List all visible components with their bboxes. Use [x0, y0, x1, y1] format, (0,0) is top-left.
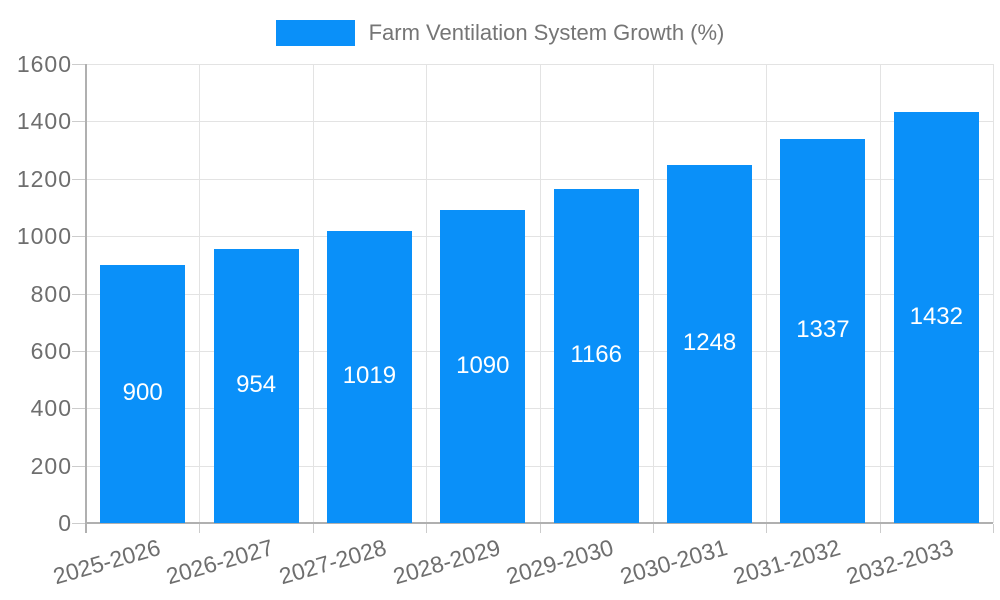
chart-legend: Farm Ventilation System Growth (%)	[0, 20, 1000, 46]
x-tick-label: 2027-2028	[276, 534, 390, 590]
y-tick	[72, 465, 86, 467]
bar-2029-2030[interactable]	[553, 188, 639, 523]
bar-2027-2028[interactable]	[326, 230, 412, 523]
x-tick	[539, 524, 541, 533]
x-tick-label: 2025-2026	[49, 534, 163, 590]
bar-value-label: 1432	[909, 302, 963, 330]
x-tick	[312, 524, 314, 533]
y-tick	[72, 121, 86, 123]
x-tick-label: 2028-2029	[390, 534, 503, 590]
y-tick	[72, 523, 86, 524]
x-tick-label: 2032-2033	[843, 534, 957, 590]
x-tick	[766, 524, 768, 533]
y-tick-label: 1600	[16, 51, 72, 77]
y-tick	[72, 236, 86, 238]
bar-2031-2032[interactable]	[780, 139, 866, 523]
bar-value-label: 954	[236, 371, 277, 399]
x-tick	[652, 524, 654, 533]
y-tick-label: 0	[58, 510, 72, 536]
x-tick	[426, 524, 428, 533]
x-tick-label: 2031-2032	[730, 534, 844, 590]
bar-value-label: 1166	[570, 340, 622, 368]
gridline-v	[766, 64, 768, 523]
bar-2025-2026[interactable]	[100, 264, 186, 523]
y-tick-label: 800	[30, 280, 72, 307]
legend-label: Farm Ventilation System Growth (%)	[368, 20, 725, 45]
bar-value-label: 1090	[456, 351, 510, 379]
bar-value-label: 900	[122, 378, 163, 406]
bar-value-label: 1337	[796, 316, 850, 344]
y-tick-label: 1000	[16, 223, 72, 250]
y-tick-label: 1400	[16, 108, 72, 135]
y-tick	[72, 350, 86, 352]
gridline-v	[652, 64, 654, 523]
gridline-v	[199, 64, 201, 523]
x-tick	[199, 524, 201, 533]
bar-2030-2031[interactable]	[667, 165, 753, 523]
y-tick-label: 1200	[16, 165, 72, 192]
x-tick	[879, 524, 881, 533]
x-tick-label: 2029-2030	[503, 534, 617, 590]
bar-2032-2033[interactable]	[893, 112, 979, 523]
x-axis-line	[86, 522, 993, 524]
y-tick	[72, 293, 86, 295]
bar-2026-2027[interactable]	[213, 249, 299, 523]
x-tick	[993, 524, 994, 533]
legend-swatch	[275, 20, 355, 46]
x-tick-label: 2030-2031	[616, 534, 730, 590]
gridline-v	[312, 64, 314, 523]
bar-value-label: 1019	[342, 361, 397, 389]
gridline-v	[993, 64, 994, 523]
gridline-v	[426, 64, 428, 523]
y-tick	[72, 64, 86, 65]
bar-value-label: 1248	[682, 329, 737, 356]
bar-2028-2029[interactable]	[440, 210, 526, 523]
y-tick-label: 200	[30, 452, 72, 479]
y-tick	[72, 178, 86, 180]
y-tick-label: 400	[30, 395, 72, 422]
x-tick-label: 2026-2027	[163, 534, 277, 590]
gridline-v	[879, 64, 881, 523]
gridline-v	[539, 64, 541, 523]
y-tick-label: 600	[30, 337, 72, 364]
y-tick	[72, 408, 86, 410]
y-axis-line	[85, 64, 87, 533]
